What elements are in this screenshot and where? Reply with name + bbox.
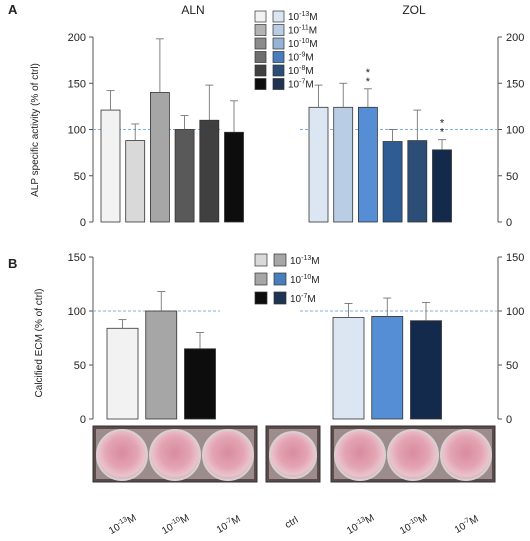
panel-a-aln-bar: [199, 119, 220, 223]
panel-a-ytick-label-right: 100: [506, 125, 524, 137]
panel-a-zol-bar: [333, 106, 354, 223]
panel-a-significance-mark: *: [366, 67, 371, 79]
well-label-zol: 10-10M: [398, 512, 430, 537]
well-zol-3: [440, 429, 492, 481]
panel-a-aln-bar: [174, 129, 195, 223]
panel-b-legend: 10-13M 10-10M 10-7M: [254, 253, 320, 305]
panel-a-legend-swatch-zol: [272, 64, 285, 77]
panel-b-bars: [106, 291, 442, 420]
panel-a-aln-bar: [100, 109, 121, 223]
panel-b-axes: 0 0 50 50 100 100 150 150: [68, 252, 525, 426]
panel-a-bars: ****: [100, 38, 452, 223]
panel-a-ytick-label-left: 0: [80, 217, 86, 229]
panel-b-zol-bar: [332, 317, 365, 420]
well-label-zol: 10-13M: [345, 512, 377, 537]
panel-a-zol-bar: [432, 149, 452, 223]
panel-b-legend-swatch-zol: [273, 272, 287, 286]
zol-title: ZOL: [402, 3, 426, 17]
panel-a-legend-swatch-aln: [254, 24, 267, 36]
panel-a-legend-swatch-zol: [272, 51, 285, 63]
panel-a-legend-swatch-aln: [254, 51, 267, 63]
panel-a-ytick-label-right: 0: [506, 217, 512, 229]
panel-a-legend-swatch-aln: [254, 37, 267, 50]
panel-b-ytick-label-left: 0: [80, 414, 86, 426]
panel-a-zol-bar: [357, 106, 378, 223]
well-label-aln: 10-10M: [160, 512, 192, 537]
panel-b-ytick-label-right: 100: [506, 306, 524, 318]
panel-a-aln-bar: [125, 140, 146, 223]
panel-a-legend-swatch-zol: [272, 78, 285, 90]
panel-a-zol-bar: [382, 141, 403, 223]
panel-a-zol-bar: [308, 106, 329, 223]
aln-title: ALN: [181, 3, 204, 17]
well-zol-1: [334, 429, 386, 481]
panel-a-significance-mark: *: [366, 76, 371, 88]
panel-b-zol-bar: [371, 315, 404, 420]
panel-a-legend-label: 10-13M: [288, 11, 318, 23]
well-labels: 10-13M 10-10M 10-7M 10-13M 10-10M 10-7M: [107, 512, 480, 537]
panel-b-ytick-label-left: 150: [68, 252, 86, 264]
panel-a-legend-label: 10-7M: [288, 79, 314, 91]
panel-a-ytick-label-right: 50: [506, 171, 518, 183]
well-strip-aln: [92, 425, 258, 483]
panel-b-aln-bar: [184, 348, 216, 420]
panel-a-ytick-label-left: 150: [68, 78, 86, 90]
well-aln-1: [96, 429, 148, 481]
panel-b-legend-swatch-aln: [254, 253, 268, 267]
ctrl-well-label: ctrl: [283, 515, 300, 531]
panel-b-legend-swatch-zol: [273, 253, 287, 267]
panel-a-legend-swatch-aln: [254, 78, 267, 90]
panel-a-ytick-label-left: 100: [68, 125, 86, 137]
panel-b-aln-bar: [106, 327, 139, 420]
panel-b-legend-label: 10-13M: [290, 255, 320, 267]
panel-a-legend-swatch-zol: [272, 37, 285, 50]
well-strip-ctrl: [265, 425, 321, 483]
panel-a-legend-swatch-zol: [272, 24, 285, 36]
panel-a-significance-mark: *: [440, 127, 445, 139]
panel-a-significance-mark: *: [440, 118, 445, 130]
panel-a-legend-label: 10-8M: [288, 65, 314, 77]
well-aln-3: [202, 429, 254, 481]
panel-b-letter: B: [8, 256, 17, 271]
well-aln-2: [149, 429, 201, 481]
panel-b-ytick-label-right: 150: [506, 252, 524, 264]
well-label-aln: 10-13M: [107, 512, 139, 537]
panel-b-ylabel: Calcified ECM (% of ctrl): [34, 289, 45, 398]
well-strip-zol: [330, 425, 496, 483]
panel-b-ytick-label-right: 50: [506, 360, 518, 372]
panel-a-ytick-label-right: 150: [506, 78, 524, 90]
panel-a-ytick-label-left: 200: [68, 32, 86, 44]
panel-b-aln-bar: [145, 310, 178, 420]
panel-b-zol-bar: [410, 320, 442, 420]
panel-a-aln-bar: [149, 92, 170, 223]
panel-a-ytick-label-right: 200: [506, 32, 524, 44]
panel-b-legend-label: 10-10M: [290, 274, 320, 286]
panel-b-legend-swatch-aln: [254, 272, 268, 286]
panel-a-legend-label: 10-11M: [288, 25, 317, 37]
well-label-zol: 10-7M: [452, 513, 480, 536]
panel-b-legend-swatch-aln: [254, 291, 268, 305]
panel-b-ytick-label-right: 0: [506, 414, 512, 426]
panel-a-legend-label: 10-9M: [288, 52, 314, 64]
well-zol-2: [387, 429, 439, 481]
panel-a-aln-bar: [224, 131, 244, 223]
panel-a-legend-swatch-aln: [254, 10, 267, 23]
panel-a-ylabel: ALP specific activity (% of ctrl): [30, 63, 41, 197]
panel-a-legend-swatch-zol: [272, 10, 285, 23]
panel-a-letter: A: [8, 2, 18, 17]
panel-b-ytick-label-left: 50: [74, 360, 86, 372]
panel-b-ytick-label-left: 100: [68, 306, 86, 318]
panel-a-legend-swatch-aln: [254, 64, 267, 77]
panel-b-legend-swatch-zol: [273, 291, 287, 305]
panel-a-ytick-label-left: 50: [74, 171, 86, 183]
well-label-aln: 10-7M: [214, 513, 242, 536]
panel-a-zol-bar: [407, 140, 428, 223]
panel-a-legend-label: 10-10M: [288, 38, 318, 50]
panel-b-legend-label: 10-7M: [290, 293, 316, 305]
well-ctrl: [269, 431, 317, 479]
